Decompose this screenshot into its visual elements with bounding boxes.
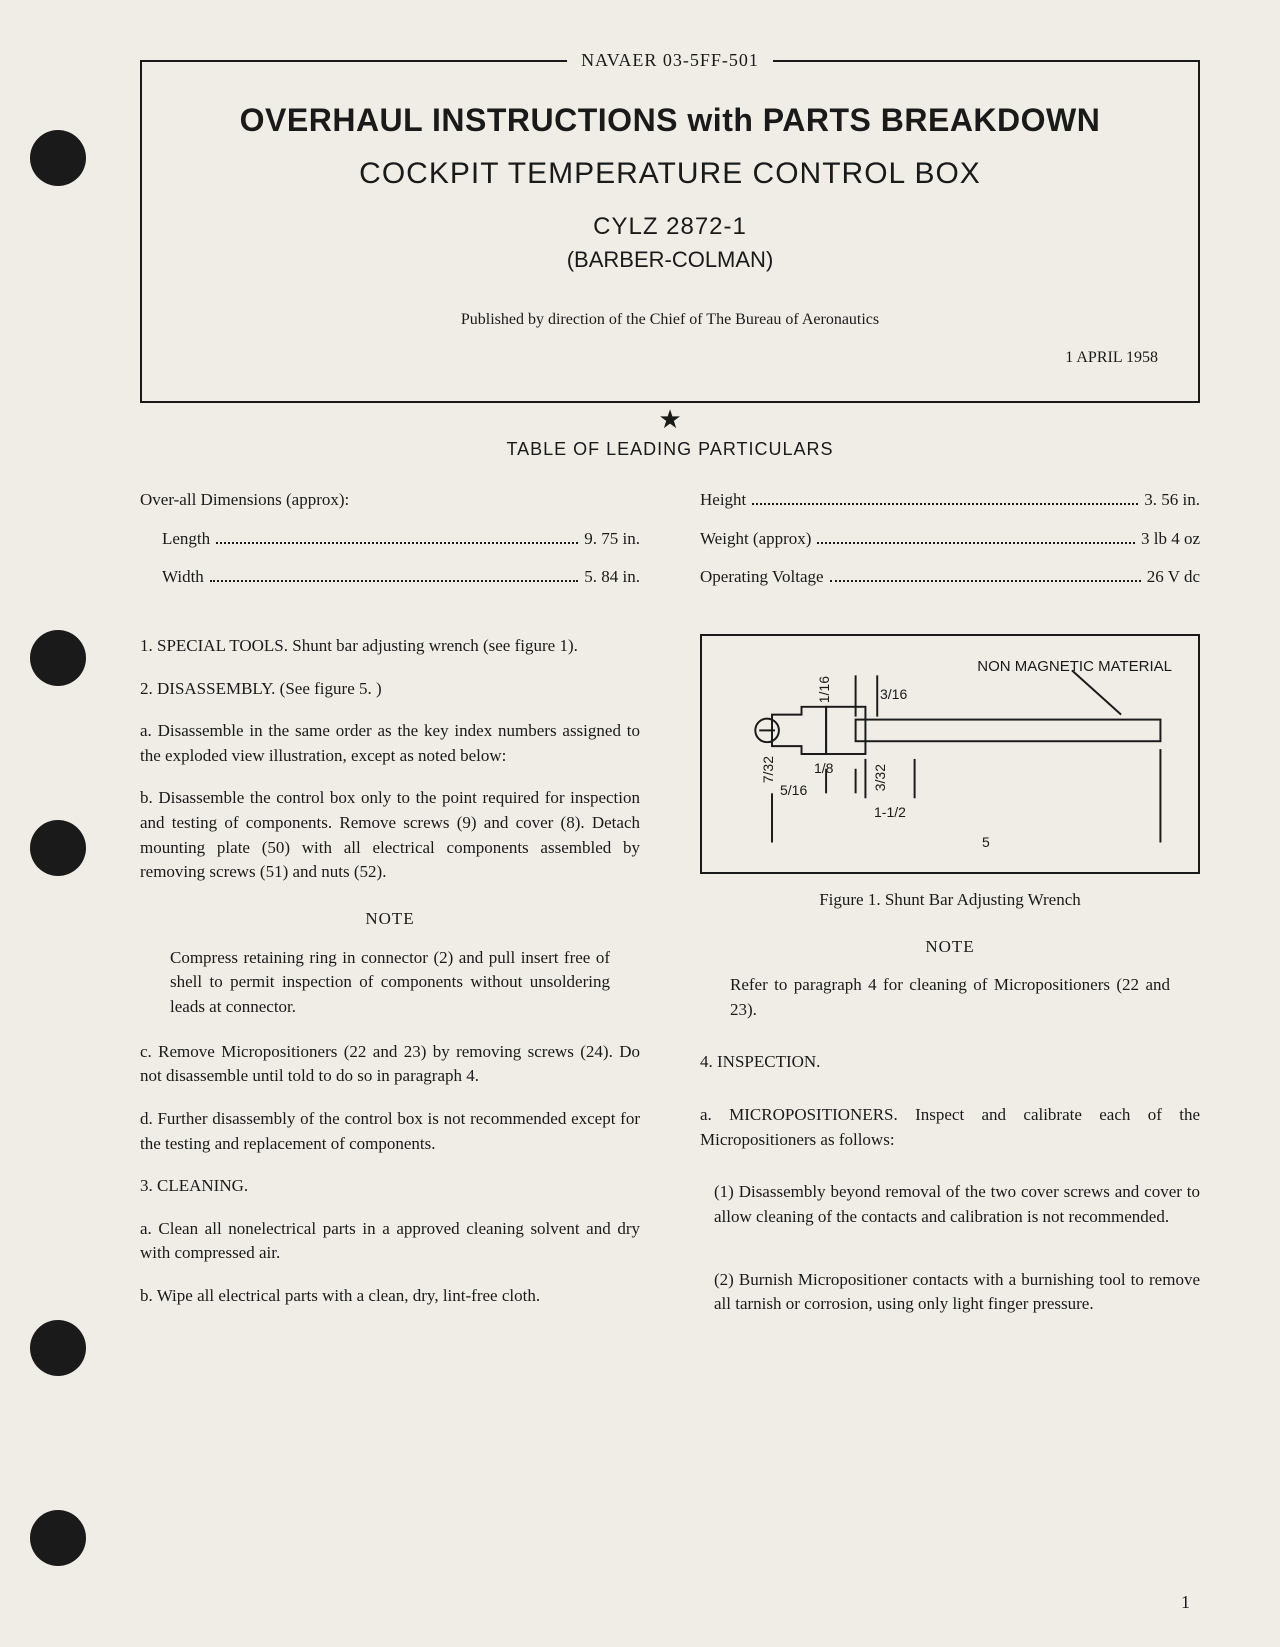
- spec-label: Length: [162, 527, 210, 552]
- note-body: Refer to paragraph 4 for cleaning of Mic…: [700, 973, 1200, 1022]
- spec-label: Operating Voltage: [700, 565, 824, 590]
- body-columns: 1. SPECIAL TOOLS. Shunt bar adjusting wr…: [140, 634, 1200, 1335]
- paragraph: b. Wipe all electrical parts with a clea…: [140, 1284, 640, 1309]
- fig-dim: 3/16: [880, 684, 907, 704]
- fig-dim: 5/16: [780, 780, 807, 800]
- paragraph: (2) Burnish Micropositioner contacts wit…: [700, 1268, 1200, 1317]
- spec-row: Height 3. 56 in.: [700, 488, 1200, 513]
- spec-value: 26 V dc: [1147, 565, 1200, 590]
- fig-dim: 7/32: [758, 756, 778, 783]
- spec-label: Width: [162, 565, 204, 590]
- manufacturer: (BARBER-COLMAN): [182, 247, 1158, 273]
- paragraph: a. Clean all nonelectrical parts in a ap…: [140, 1217, 640, 1266]
- paragraph: a. MICROPOSITIONERS. Inspect and calibra…: [700, 1103, 1200, 1152]
- spec-value: 5. 84 in.: [584, 565, 640, 590]
- figure-caption: Figure 1. Shunt Bar Adjusting Wrench: [700, 888, 1200, 913]
- note-body: Compress retaining ring in connector (2)…: [140, 946, 640, 1020]
- spec-row: Length 9. 75 in.: [140, 527, 640, 552]
- punch-hole: [30, 820, 86, 876]
- published-by: Published by direction of the Chief of T…: [182, 311, 1158, 329]
- left-column: 1. SPECIAL TOOLS. Shunt bar adjusting wr…: [140, 634, 640, 1335]
- note-heading: NOTE: [700, 935, 1200, 960]
- leader-dots: [216, 542, 578, 544]
- punch-hole: [30, 130, 86, 186]
- paragraph: 3. CLEANING.: [140, 1174, 640, 1199]
- paragraph: b. Disassemble the control box only to t…: [140, 786, 640, 885]
- particulars-left: Over-all Dimensions (approx): Length 9. …: [140, 488, 640, 604]
- particulars-columns: Over-all Dimensions (approx): Length 9. …: [140, 488, 1200, 604]
- fig-dim: 1/16: [814, 676, 834, 703]
- paragraph: 4. INSPECTION.: [700, 1050, 1200, 1075]
- page-title: OVERHAUL INSTRUCTIONS with PARTS BREAKDO…: [182, 102, 1158, 139]
- fig-dim: 1-1/2: [874, 802, 906, 822]
- paragraph: a. Disassemble in the same order as the …: [140, 719, 640, 768]
- spec-row: Operating Voltage 26 V dc: [700, 565, 1200, 590]
- star-separator: ★: [140, 415, 1200, 425]
- doc-number: NAVAER 03-5FF-501: [567, 50, 773, 71]
- spec-label: Height: [700, 488, 746, 513]
- fig-dim: 5: [982, 832, 990, 852]
- publication-date: 1 APRIL 1958: [182, 349, 1158, 367]
- leader-dots: [817, 542, 1135, 544]
- punch-hole: [30, 630, 86, 686]
- leader-dots: [752, 503, 1138, 505]
- note-heading: NOTE: [140, 907, 640, 932]
- page-subtitle: COCKPIT TEMPERATURE CONTROL BOX: [182, 157, 1158, 191]
- paragraph: d. Further disassembly of the control bo…: [140, 1107, 640, 1156]
- particulars-right: Height 3. 56 in. Weight (approx) 3 lb 4 …: [700, 488, 1200, 604]
- punch-hole: [30, 1510, 86, 1566]
- spec-row: Weight (approx) 3 lb 4 oz: [700, 527, 1200, 552]
- punch-hole: [30, 1320, 86, 1376]
- particulars-heading: TABLE OF LEADING PARTICULARS: [140, 439, 1200, 460]
- paragraph: c. Remove Micropositioners (22 and 23) b…: [140, 1040, 640, 1089]
- spec-value: 3. 56 in.: [1144, 488, 1200, 513]
- spec-value: 3 lb 4 oz: [1141, 527, 1200, 552]
- fig-dim: 1/8: [814, 758, 833, 778]
- paragraph: (1) Disassembly beyond removal of the tw…: [700, 1180, 1200, 1229]
- figure-1: NON MAGNETIC MATERIAL 1/16 3/16 1/8 7/32…: [700, 634, 1200, 874]
- spec-value: 9. 75 in.: [584, 527, 640, 552]
- fig-dim: 3/32: [870, 764, 890, 791]
- page: NAVAER 03-5FF-501 OVERHAUL INSTRUCTIONS …: [0, 0, 1280, 1647]
- model-number: CYLZ 2872-1: [182, 213, 1158, 241]
- page-number: 1: [1181, 1592, 1190, 1613]
- paragraph: 2. DISASSEMBLY. (See figure 5. ): [140, 677, 640, 702]
- dimensions-intro: Over-all Dimensions (approx):: [140, 488, 640, 513]
- spec-label: Weight (approx): [700, 527, 811, 552]
- spec-row: Width 5. 84 in.: [140, 565, 640, 590]
- leader-dots: [210, 580, 578, 582]
- leader-dots: [830, 580, 1141, 582]
- title-frame: NAVAER 03-5FF-501 OVERHAUL INSTRUCTIONS …: [140, 60, 1200, 403]
- paragraph: 1. SPECIAL TOOLS. Shunt bar adjusting wr…: [140, 634, 640, 659]
- right-column: NON MAGNETIC MATERIAL 1/16 3/16 1/8 7/32…: [700, 634, 1200, 1335]
- fig-label-nonmag: NON MAGNETIC MATERIAL: [977, 656, 1172, 678]
